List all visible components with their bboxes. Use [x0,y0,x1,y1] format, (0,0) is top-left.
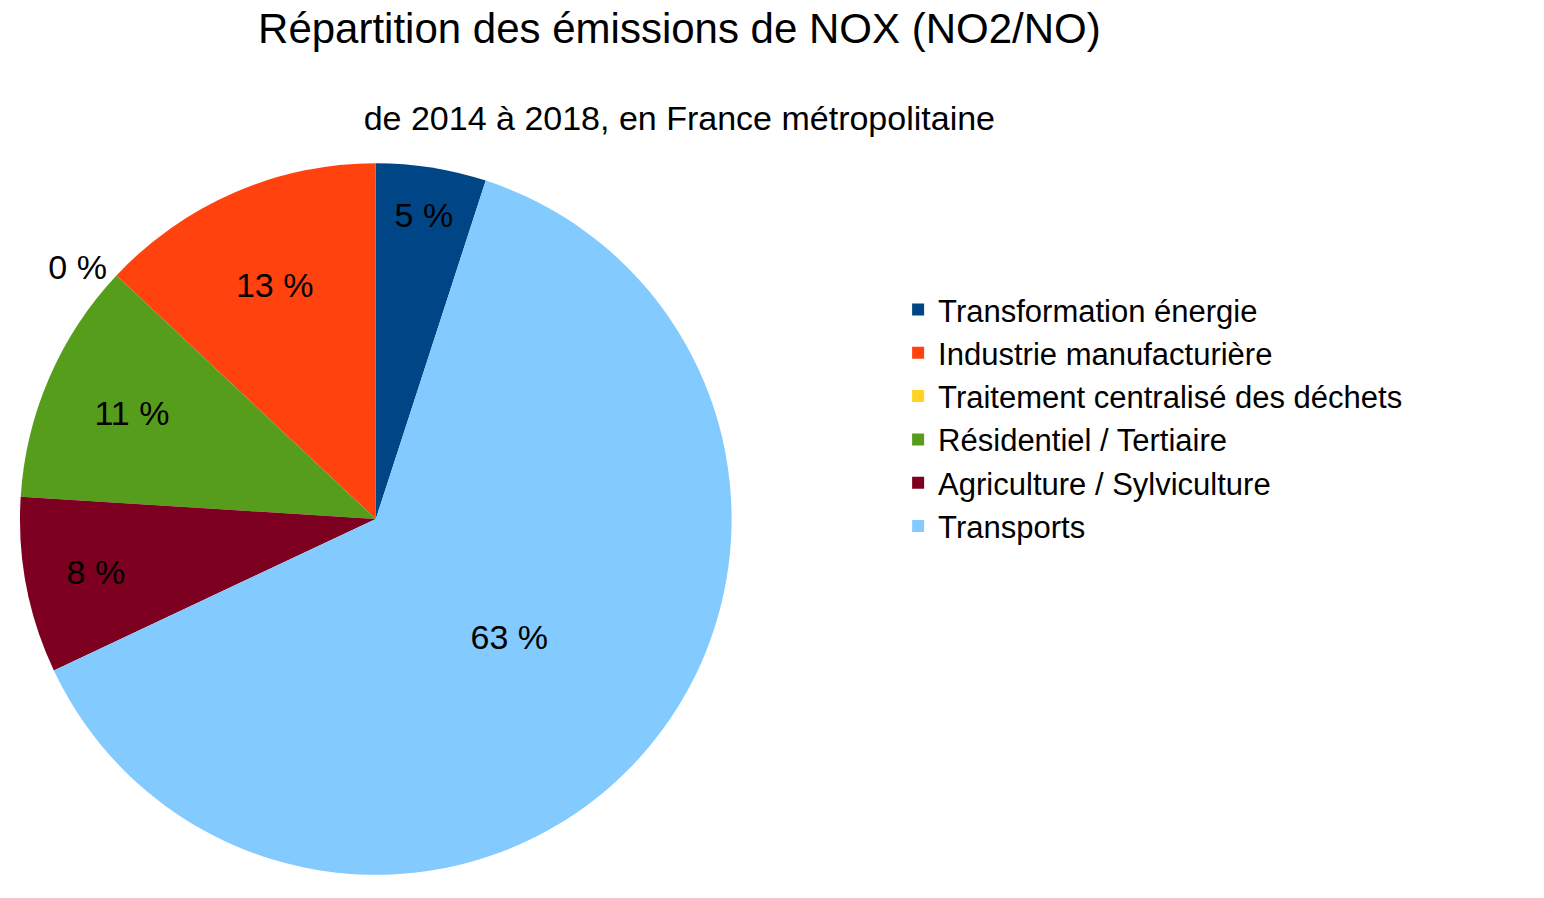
svg-text:Répartition des émissions de N: Répartition des émissions de NOX (NO2/NO… [258,5,1101,52]
svg-text:11 %: 11 % [94,394,169,432]
svg-text:Traitement centralisé des déch: Traitement centralisé des déchets [938,380,1402,415]
svg-text:0 %: 0 % [48,248,107,286]
svg-text:Agriculture / Sylviculture: Agriculture / Sylviculture [938,467,1271,502]
svg-text:Résidentiel / Tertiaire: Résidentiel / Tertiaire [938,423,1227,458]
svg-text:Transformation énergie: Transformation énergie [938,294,1257,329]
svg-text:Industrie manufacturière: Industrie manufacturière [938,337,1272,372]
svg-text:8 %: 8 % [67,553,126,591]
svg-text:Transports: Transports [938,510,1085,545]
svg-text:5 %: 5 % [395,196,454,234]
svg-text:63 %: 63 % [470,618,548,656]
svg-text:13 %: 13 % [236,266,314,304]
svg-text:de 2014 à 2018, en France métr: de 2014 à 2018, en France métropolitaine [364,99,995,137]
